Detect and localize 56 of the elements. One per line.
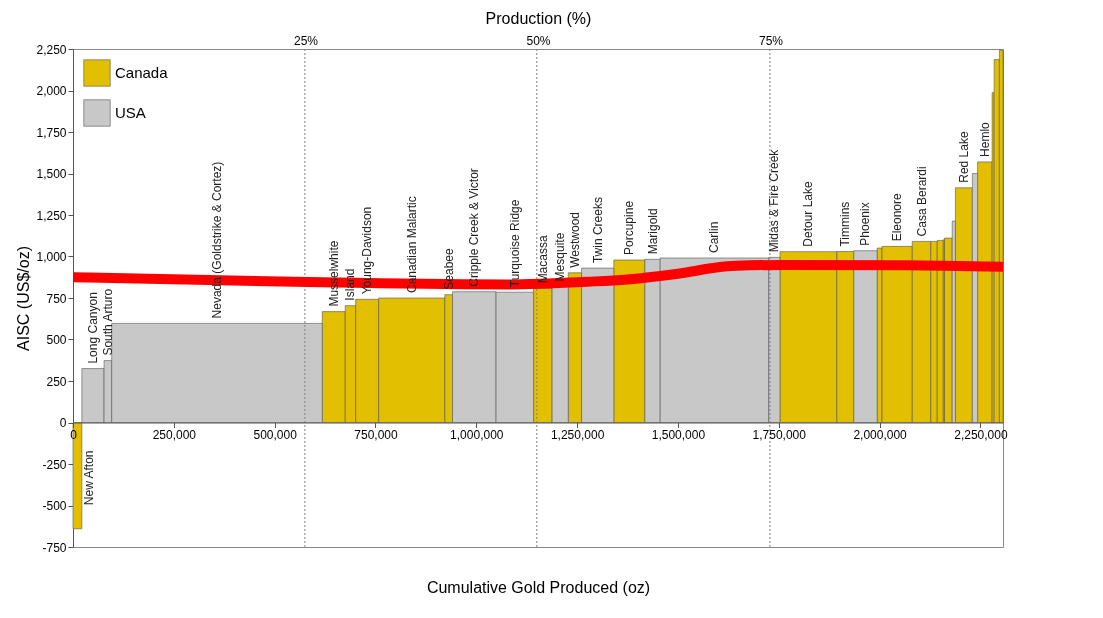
x2-tick-label: 25% bbox=[293, 33, 319, 48]
category-label: Seabee bbox=[441, 248, 456, 290]
x-tick-label: 750,000 bbox=[354, 428, 398, 442]
category-label: Casa Berardi bbox=[914, 166, 929, 237]
x2-tick-label: 75% bbox=[758, 33, 784, 48]
category-label: Hemlo bbox=[977, 122, 992, 157]
x-tick-label: 1,750,000 bbox=[752, 428, 807, 442]
category-label: Young-Davidson bbox=[360, 206, 375, 295]
category-label: Detour Lake bbox=[801, 181, 816, 247]
y-tick-label: 2,000 bbox=[36, 84, 67, 98]
category-label: Nevada (Goldstrike & Cortez) bbox=[209, 161, 224, 319]
y-tick-label: 2,250 bbox=[36, 42, 67, 57]
category-label: Marigold bbox=[645, 208, 660, 255]
y-tick-label: 500 bbox=[46, 333, 67, 347]
y-tick-label: -750 bbox=[42, 540, 67, 555]
category-label: Macassa bbox=[535, 235, 550, 284]
x2-axis-title: Production (%) bbox=[485, 9, 592, 27]
category-label: Timmins bbox=[838, 201, 853, 247]
x2-tick-label: 50% bbox=[526, 33, 551, 48]
category-label: Turquoise Ridge bbox=[507, 199, 522, 288]
y-tick-label: 1,250 bbox=[36, 208, 67, 223]
legend-label: Canada bbox=[115, 64, 169, 81]
category-label: Midas & Fire Creek bbox=[767, 149, 782, 253]
category-label: Long Canyon bbox=[85, 292, 100, 364]
category-label: Cripple Creek & Victor bbox=[467, 168, 482, 287]
x-tick-label: 1,000,000 bbox=[450, 428, 504, 442]
category-label: Mesquite bbox=[553, 232, 568, 282]
category-label: Canadian Malartic bbox=[404, 196, 419, 293]
y-tick-label: 1,000 bbox=[36, 250, 67, 264]
category-label: South Arturo bbox=[100, 288, 115, 356]
y-tick-label: 750 bbox=[46, 291, 67, 306]
category-label: New Afton bbox=[81, 450, 96, 506]
x-tick-label: 1,250,000 bbox=[550, 428, 605, 442]
category-label: Phoenix bbox=[858, 202, 873, 246]
category-label: Eleonore bbox=[890, 193, 905, 242]
x-tick-label: 250,000 bbox=[152, 428, 197, 442]
category-label: Red Lake bbox=[956, 131, 971, 183]
category-label: Porcupine bbox=[622, 200, 637, 255]
category-label: Twin Creeks bbox=[590, 197, 605, 264]
category-label: Musselwhite bbox=[326, 240, 341, 307]
y-tick-label: 1,500 bbox=[36, 167, 67, 181]
y-tick-label: 250 bbox=[46, 374, 67, 389]
category-label: Island bbox=[343, 268, 358, 301]
y-tick-label: -250 bbox=[42, 457, 67, 472]
y-tick-label: -500 bbox=[42, 499, 67, 513]
x-tick-label: 2,000,000 bbox=[853, 428, 908, 442]
x-tick-label: 2,250,000 bbox=[954, 428, 1008, 442]
x-axis-title: Cumulative Gold Produced (oz) bbox=[426, 578, 651, 596]
x-tick-label: 500,000 bbox=[253, 428, 298, 442]
y-tick-label: 0 bbox=[59, 416, 67, 430]
y-axis-title: AISC (US$/oz) bbox=[15, 246, 33, 351]
x-tick-label: 1,500,000 bbox=[651, 428, 706, 442]
y-tick-label: 1,750 bbox=[36, 125, 67, 140]
category-label: Carlin bbox=[707, 221, 722, 253]
category-label: Westwood bbox=[567, 211, 582, 268]
legend-label: USA bbox=[115, 104, 146, 121]
